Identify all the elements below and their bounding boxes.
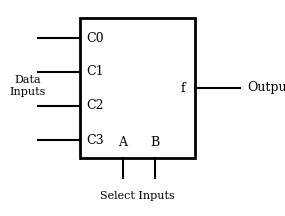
Text: C0: C0 [86, 32, 104, 44]
Text: f: f [181, 81, 185, 95]
Text: Output: Output [247, 81, 285, 95]
Text: B: B [150, 137, 160, 149]
Text: Data
Inputs: Data Inputs [10, 75, 46, 97]
Text: A: A [119, 137, 127, 149]
Text: C1: C1 [86, 65, 104, 78]
Text: Select Inputs: Select Inputs [100, 191, 174, 201]
Text: C2: C2 [86, 100, 103, 113]
Bar [80, 18, 195, 158]
Text: C3: C3 [86, 133, 104, 146]
